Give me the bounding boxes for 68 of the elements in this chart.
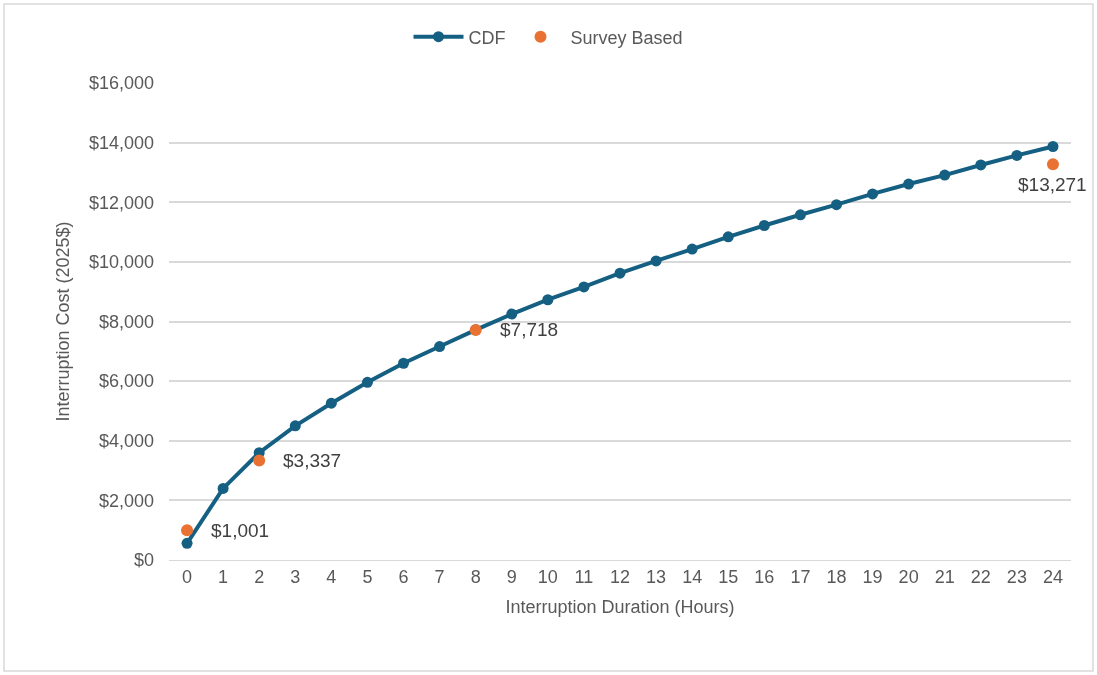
y-tick-label: $2,000 [98,490,154,511]
point [794,209,806,221]
x-tick-label: 12 [609,566,631,587]
point [578,281,590,293]
x-tick-label: 7 [434,566,445,587]
point [758,220,770,231]
point [181,537,193,549]
point [325,397,337,409]
point [361,376,373,388]
x-tick-label: 17 [790,566,811,587]
point [830,199,842,211]
point [1046,158,1059,171]
data-label: $1,001 [211,520,270,541]
y-tick-label: $12,000 [88,192,154,213]
x-tick-label: 6 [398,566,409,587]
point [434,341,446,353]
x-tick-label: 22 [970,566,991,587]
y-tick-label: $10,000 [88,252,154,273]
point [650,255,662,267]
y-tick-label: $4,000 [98,431,154,452]
point [506,308,518,320]
y-tick-label: $0 [133,550,154,571]
x-tick-label: 11 [574,566,594,587]
x-tick-label: 0 [182,566,193,587]
point [939,169,951,181]
y-tick-label: $14,000 [88,132,154,153]
data-label: $7,718 [500,319,559,340]
point [398,357,410,369]
point [975,159,987,171]
x-tick-label: 4 [326,566,337,587]
y-tick-label: $8,000 [98,311,154,332]
x-tick-label: 24 [1042,566,1063,587]
x-tick-label: 8 [470,566,481,587]
point [181,524,194,537]
x-tick-label: 21 [934,566,955,587]
x-tick-label: 3 [290,566,301,587]
point [1047,141,1059,152]
legend-label: Survey Based [570,27,683,48]
point [686,243,698,255]
x-tick-label: 9 [506,566,517,587]
x-tick-label: 15 [718,566,739,587]
point [903,178,915,190]
x-tick-label: 20 [898,566,919,587]
x-tick-label: 2 [254,566,265,587]
x-tick-label: 14 [682,566,703,587]
point [722,231,734,243]
legend-label: CDF [468,27,506,48]
y-axis-title: Interruption Cost (2025$) [53,221,74,422]
point [253,454,266,467]
x-tick-label: 13 [646,566,667,587]
y-tick-label: $6,000 [98,371,154,392]
x-tick-label: 5 [362,566,373,587]
x-tick-label: 10 [537,566,558,587]
x-tick-label: 19 [862,566,883,587]
data-label: $13,271 [1018,174,1087,195]
x-tick-label: 16 [754,566,775,587]
y-tick-label: $16,000 [88,73,154,94]
point [217,482,229,494]
point [542,294,554,306]
point [289,420,301,432]
point [1011,149,1023,161]
x-axis-title: Interruption Duration (Hours) [505,596,735,617]
x-tick-label: 23 [1006,566,1027,587]
data-label: $3,337 [283,450,342,471]
point [867,188,879,200]
point [614,267,626,279]
x-tick-label: 18 [826,566,847,587]
x-tick-label: 1 [218,566,229,587]
